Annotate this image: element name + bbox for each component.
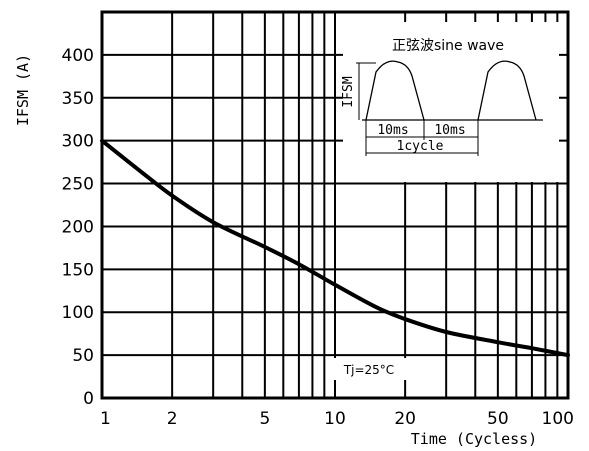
inset-cycle-label: 1cycle (397, 139, 444, 154)
temperature-annotation: Tj=25°C (328, 358, 410, 380)
x-tick-label: 20 (394, 409, 416, 429)
inset-title: 正弦波sine wave (392, 38, 504, 54)
inset-background (343, 22, 559, 182)
y-tick-label: 200 (62, 217, 94, 237)
inset-half-wave-2 (477, 60, 537, 121)
x-axis-title: Time (Cycless) (411, 430, 537, 448)
y-axis-title: IFSM (A) (14, 54, 32, 126)
annotation-label: Tj=25°C (343, 363, 394, 377)
y-tick-label: 300 (62, 132, 94, 152)
inset-half-wave-1 (365, 60, 425, 121)
y-tick-label: 400 (62, 46, 94, 66)
inset-half-cycle-label-2: 10ms (434, 123, 465, 138)
x-tick-label: 2 (167, 409, 178, 429)
x-tick-label: 50 (487, 409, 509, 429)
y-tick-label: 50 (72, 346, 94, 366)
inset-half-cycle-label-1: 10ms (377, 123, 408, 138)
sine-wave-inset: 正弦波sine wave IFSM 10ms 10ms 1cycle (341, 22, 559, 182)
x-tick-label: 10 (324, 409, 346, 429)
surge-current-curve (100, 138, 570, 358)
y-tick-label: 0 (83, 389, 94, 409)
y-tick-label: 250 (62, 175, 94, 195)
x-tick-label: 100 (542, 409, 574, 429)
y-tick-label: 350 (62, 89, 94, 109)
x-tick-label: 5 (259, 409, 270, 429)
tick-labels: 0 50 100 150 200 250 300 350 400 1 2 5 10 20 50 100 (62, 46, 574, 429)
inset-ylabel: IFSM (341, 76, 356, 107)
y-tick-label: 150 (62, 260, 94, 280)
y-tick-label: 100 (62, 303, 94, 323)
annotation-background (328, 358, 410, 380)
x-tick-label: 1 (100, 409, 111, 429)
plot-area-border (100, 10, 570, 400)
